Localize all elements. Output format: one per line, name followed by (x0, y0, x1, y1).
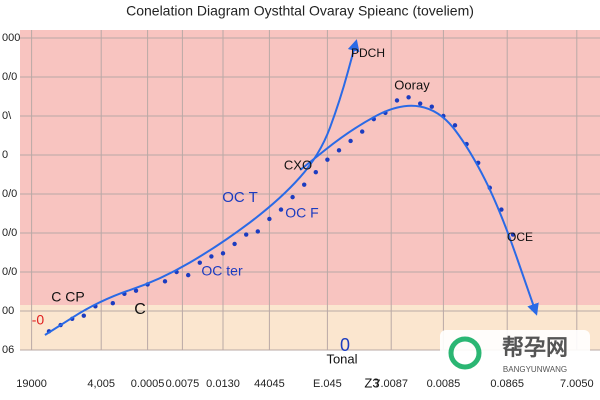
scatter-point (110, 301, 116, 306)
scatter-point (406, 95, 411, 100)
scatter-point (510, 232, 516, 237)
x-tick-label: 4,005 (87, 378, 115, 390)
scatter-point (232, 241, 237, 247)
scatter-point (81, 313, 87, 318)
scatter-point (278, 207, 284, 212)
annotation: OC F (285, 205, 318, 221)
y-tick-label: 0 (2, 149, 8, 161)
x-tick-label: 0.0085 (427, 378, 461, 390)
annotation: OCE (507, 230, 533, 244)
y-tick-label: 0/0 (2, 71, 17, 83)
scatter-point (499, 207, 504, 212)
x-tick-label: 0.0130 (206, 378, 240, 390)
watermark-title: 帮孕网 (502, 335, 568, 360)
scatter-point (429, 104, 434, 109)
scatter-point (162, 279, 168, 284)
scatter-point (325, 157, 330, 162)
watermark: 帮孕网 BANGYUNWANG (440, 330, 590, 378)
annotation: Z3 (364, 375, 379, 390)
scatter-point (267, 216, 272, 222)
scatter-point (220, 251, 226, 256)
x-tick-label: 19000 (16, 378, 47, 390)
scatter-point (133, 288, 139, 293)
y-tick-label: 000 (2, 32, 20, 44)
x-tick-label: 0.0075 (166, 378, 200, 390)
scatter-point (290, 194, 295, 200)
annotation: OC T (222, 189, 258, 206)
scatter-point (360, 129, 365, 134)
scatter-point (255, 229, 260, 234)
x-tick-label: 0.0865 (490, 378, 524, 390)
scatter-point (302, 182, 307, 187)
scatter-point (197, 260, 202, 265)
watermark-logo (448, 336, 482, 370)
annotation: Ooray (394, 77, 430, 92)
scatter-point (244, 232, 249, 237)
y-tick-label: 0\ (2, 110, 12, 122)
x-tick-label: E.045 (313, 378, 342, 390)
scatter-point (209, 254, 214, 259)
annotation: 0 (340, 335, 350, 355)
y-tick-label: 00 (2, 305, 14, 317)
scatter-point (348, 138, 353, 144)
scatter-point (418, 101, 423, 106)
annotation: C CP (51, 289, 84, 305)
watermark-box (440, 330, 590, 378)
scatter-point (186, 272, 191, 278)
annotation: OC ter (201, 263, 243, 279)
x-tick-label: 7.0050 (560, 378, 594, 390)
annotation: C (134, 301, 146, 318)
annotation: CXO (284, 157, 312, 172)
watermark-subtitle: BANGYUNWANG (503, 365, 567, 374)
annotation: Tonal (326, 351, 357, 366)
y-tick-label: 0/0 (2, 227, 17, 239)
y-tick-label: 06 (2, 344, 14, 356)
x-tick-label: 0.0005 (131, 378, 165, 390)
scatter-point (394, 98, 400, 103)
upper-band (20, 30, 600, 305)
chart-title: Conelation Diagram Oysthtal Ovaray Spiea… (126, 3, 474, 19)
trend-line (299, 104, 539, 316)
annotation: -0 (32, 312, 45, 328)
trend-line (44, 39, 360, 336)
annotation: PDCH (351, 46, 385, 60)
y-tick-label: 0/0 (2, 188, 17, 200)
x-tick-label: 7.0087 (374, 378, 408, 390)
scatter-point (336, 148, 342, 153)
scatter-point (452, 123, 458, 128)
y-tick-label: 0/0 (2, 266, 17, 278)
x-tick-label: 44045 (254, 378, 285, 390)
scatter-point (313, 169, 318, 175)
